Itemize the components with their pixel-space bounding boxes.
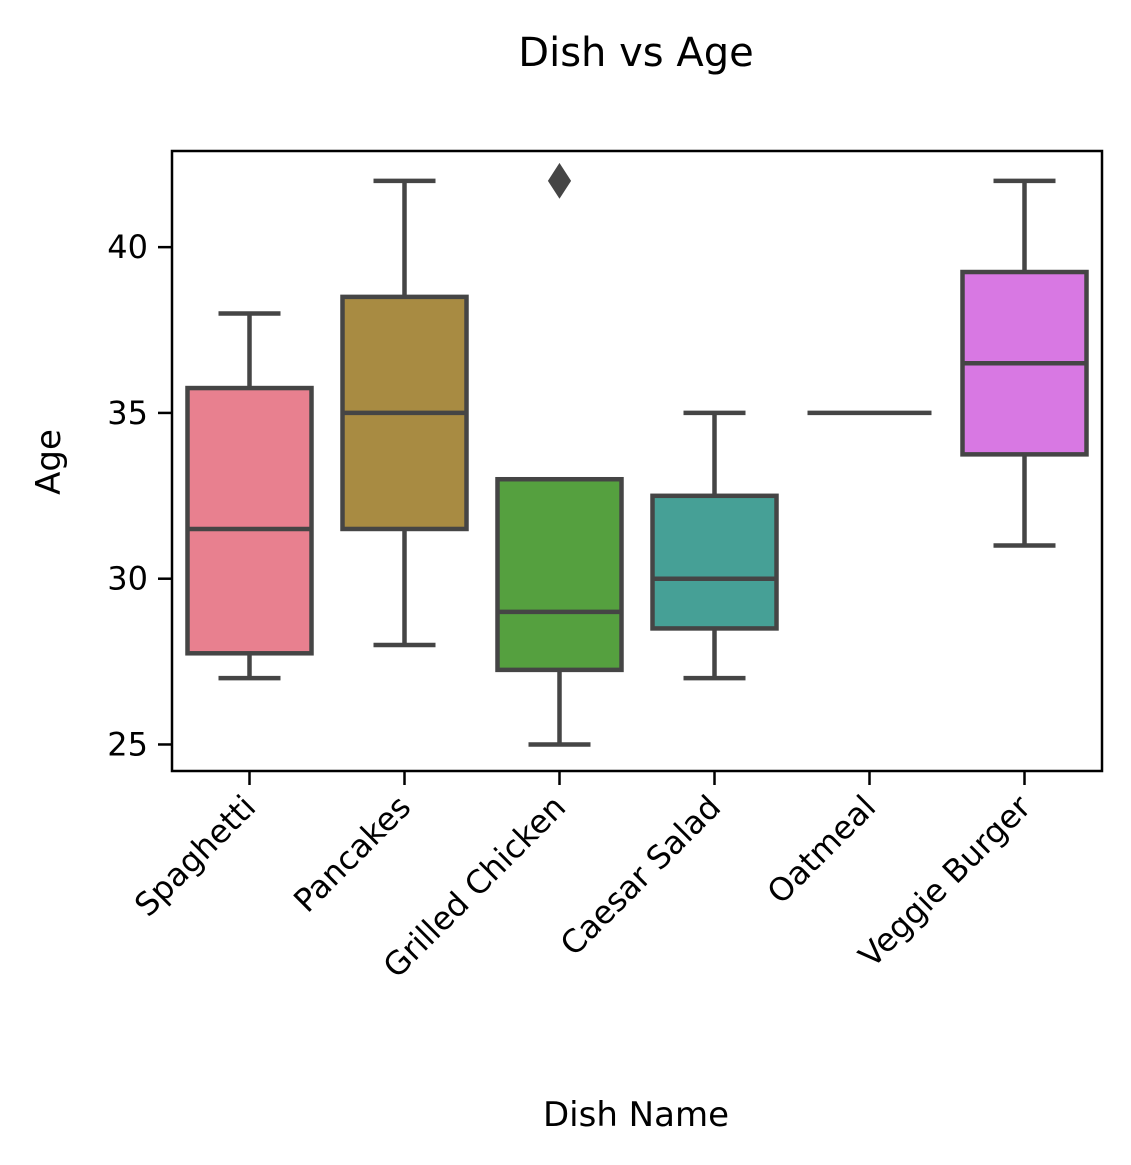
y-tick-label: 30 xyxy=(107,560,148,598)
chart-title: Dish vs Age xyxy=(518,30,753,76)
y-tick-label: 35 xyxy=(107,394,148,432)
box-group-caesar-salad xyxy=(650,410,779,681)
y-axis-label: Age xyxy=(29,429,69,495)
y-tick-label: 25 xyxy=(107,725,148,763)
x-axis-label: Dish Name xyxy=(543,1095,729,1135)
outlier-point xyxy=(547,162,572,199)
box-group-pancakes xyxy=(340,178,469,648)
x-tick-label: Pancakes xyxy=(286,788,418,920)
box-group-grilled-chicken xyxy=(495,162,624,747)
box-group-spaghetti xyxy=(185,311,314,681)
x-tick-label: Oatmeal xyxy=(760,788,884,912)
box-body xyxy=(650,493,779,631)
plot-frame xyxy=(170,149,1104,773)
x-tick-label: Caesar Salad xyxy=(553,788,728,963)
x-tick-label: Spaghetti xyxy=(127,788,263,924)
box-body xyxy=(495,476,624,673)
box-group-veggie-burger xyxy=(960,178,1089,548)
box-body xyxy=(185,385,314,656)
y-tick-label: 40 xyxy=(107,228,148,266)
